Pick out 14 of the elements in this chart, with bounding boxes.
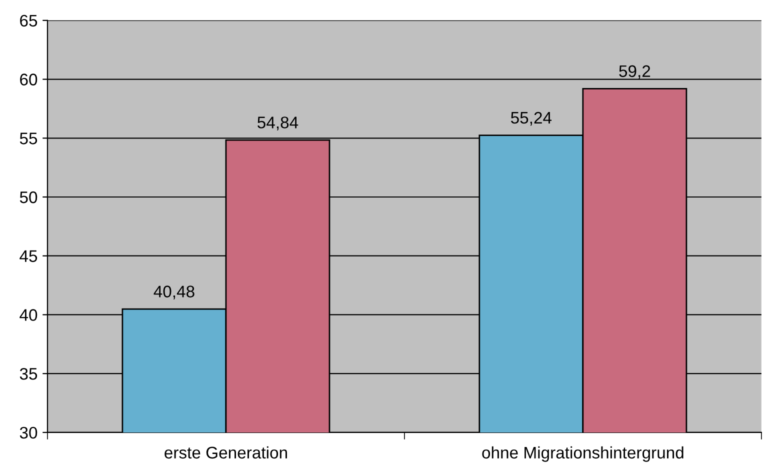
data-label: 54,84 — [258, 116, 298, 130]
y-tick-label: 60 — [20, 74, 38, 86]
data-label: 40,48 — [154, 286, 194, 300]
y-tick-label: 50 — [20, 191, 38, 204]
x-tick-label: ohne Migrationshintergrund — [482, 446, 684, 462]
y-tick-label: 65 — [20, 14, 38, 27]
y-tick-label: 30 — [20, 426, 38, 439]
y-tick-label: 40 — [20, 309, 38, 321]
y-tick-label: 55 — [20, 132, 38, 144]
y-tick-label: 45 — [20, 250, 38, 262]
y-tick-label: 35 — [20, 368, 38, 380]
data-label: 55,24 — [510, 112, 552, 126]
x-tick-label: erste Generation — [164, 446, 287, 459]
data-label: 59,2 — [619, 65, 650, 80]
